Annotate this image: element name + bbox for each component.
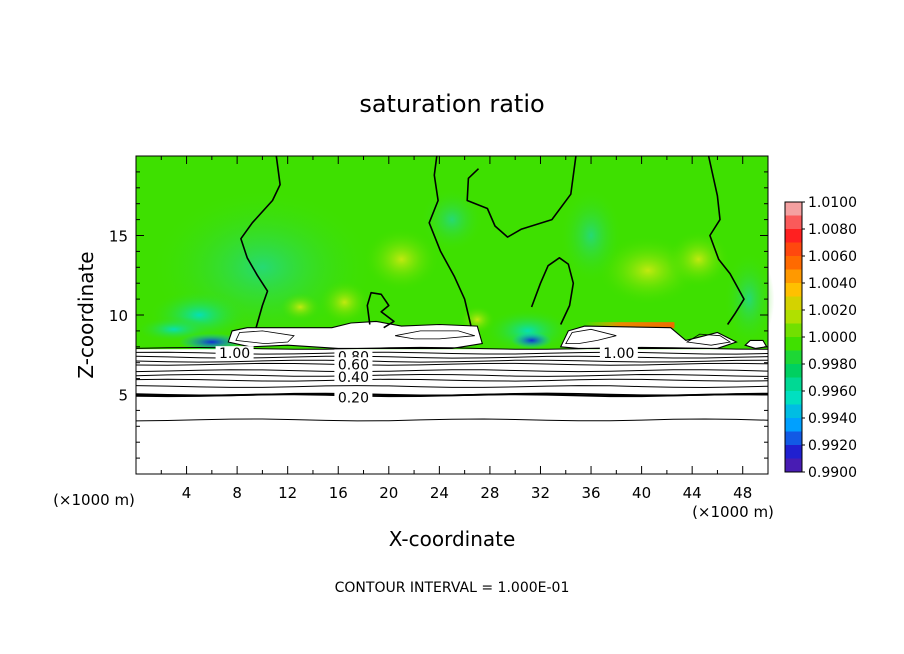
colorbar-swatch — [785, 296, 802, 310]
lower-region — [136, 349, 768, 474]
x-tick-label: 8 — [232, 484, 242, 502]
contour-label: 1.00 — [603, 346, 634, 362]
y-axis-label: Z-coordinate — [74, 251, 98, 378]
colorbar-label: 1.0000 — [808, 330, 857, 346]
colorbar-label: 1.0060 — [808, 249, 857, 265]
colorbar-swatch — [785, 458, 802, 472]
x-unit-right: (×1000 m) — [692, 503, 774, 521]
x-unit-left: (×1000 m) — [53, 491, 135, 509]
x-tick-label: 28 — [480, 484, 499, 502]
colorbar-label: 0.9940 — [808, 411, 857, 427]
x-tick-label: 32 — [531, 484, 550, 502]
contour-line — [707, 155, 745, 325]
y-tick-label: 10 — [109, 307, 128, 325]
colorbar-label: 1.0100 — [808, 195, 857, 211]
colorbar-label: 1.0020 — [808, 303, 857, 319]
contour-line — [395, 330, 475, 340]
colorbar-swatch — [785, 431, 802, 445]
chart-title: saturation ratio — [359, 90, 544, 118]
contour-interval-note: CONTOUR INTERVAL = 1.000E-01 — [335, 580, 570, 596]
contour-label-bg — [334, 357, 373, 372]
x-tick-label: 12 — [278, 484, 297, 502]
colorbar-label: 0.9980 — [808, 357, 857, 373]
contour-line — [135, 385, 769, 389]
contour-label: 0.20 — [338, 391, 369, 407]
contour-label-bg — [334, 390, 373, 405]
contour-lines — [135, 155, 769, 422]
contour-label: 0.60 — [338, 357, 369, 373]
contour-line — [428, 155, 472, 327]
x-ticks: 4 8 12 16 20 24 28 32 36 40 44 48 — [160, 156, 752, 502]
y-ticks: 5 10 15 — [109, 171, 768, 459]
colorbar-label: 1.0080 — [808, 222, 857, 238]
contour-line — [466, 155, 577, 238]
field-feature — [666, 230, 731, 288]
field-feature — [723, 251, 775, 347]
field-feature — [363, 227, 440, 292]
y-tick-label: 15 — [109, 228, 128, 246]
contour-line — [240, 155, 281, 328]
contour-line — [235, 330, 295, 345]
contour-line — [135, 378, 769, 382]
field-feature — [280, 292, 321, 322]
colorbar-swatch — [785, 323, 802, 337]
contour-line — [135, 369, 769, 373]
x-tick-label: 48 — [733, 484, 752, 502]
contour-line — [135, 393, 769, 398]
colorbar-label: 0.9920 — [808, 438, 857, 454]
colorbar-swatch — [785, 377, 802, 391]
contour-line — [135, 373, 769, 377]
field-feature — [511, 332, 552, 349]
x-tick-label: 24 — [430, 484, 449, 502]
x-tick-label: 44 — [683, 484, 702, 502]
x-axis-label: X-coordinate — [389, 527, 516, 551]
contour-label: 0.40 — [338, 370, 369, 386]
contour-line — [227, 320, 483, 349]
colorbar-swatch — [785, 242, 802, 256]
colorbar-label: 0.9960 — [808, 384, 857, 400]
colorbar-swatch — [785, 215, 802, 229]
contour-line — [135, 418, 769, 422]
y-tick-label: 5 — [118, 387, 128, 405]
x-tick-label: 16 — [329, 484, 348, 502]
colorbar: 1.0100 1.0080 1.0060 1.0040 1.0020 1.0000 0.99… — [784, 195, 857, 481]
field-feature — [559, 187, 623, 284]
contour-label-bg — [599, 346, 638, 361]
contour-line — [135, 359, 769, 363]
contour-label-bg — [215, 346, 254, 361]
colorbar-label: 1.0040 — [808, 276, 857, 292]
contour-line — [565, 328, 617, 344]
contour-labels: 1.000.800.600.400.201.00 — [215, 346, 638, 407]
x-tick-label: 20 — [379, 484, 398, 502]
x-tick-label: 4 — [182, 484, 192, 502]
colorbar-swatch — [785, 404, 802, 418]
contour-line — [530, 257, 575, 325]
colorbar-swatch — [785, 350, 802, 364]
field-feature — [584, 322, 675, 329]
colorbar-label: 0.9900 — [808, 465, 857, 481]
contour-label: 1.00 — [219, 346, 250, 362]
contour-line — [135, 362, 769, 366]
x-tick-label: 36 — [581, 484, 600, 502]
field-feature — [319, 280, 370, 325]
x-tick-label: 40 — [632, 484, 651, 502]
colorbar-swatch — [785, 269, 802, 283]
plot-area: 1.000.800.600.400.201.00 481216202428323… — [109, 155, 775, 502]
contour-label-bg — [334, 370, 373, 385]
contour-line — [366, 291, 395, 329]
contour-line — [744, 339, 768, 349]
contour-line — [685, 333, 732, 346]
color-field-features — [136, 187, 775, 354]
